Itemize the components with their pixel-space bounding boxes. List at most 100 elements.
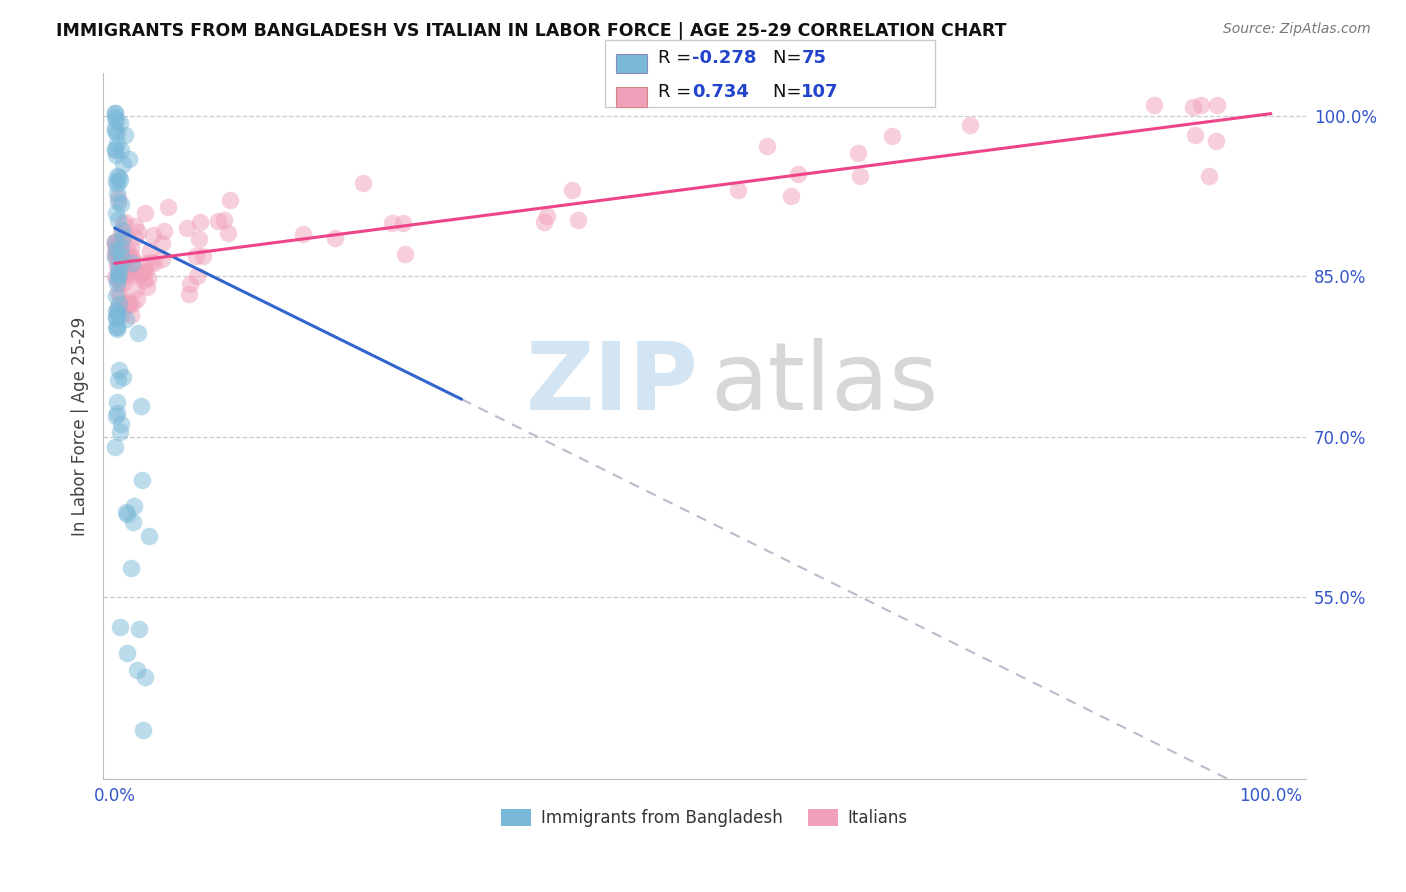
Point	[104, 120, 127, 135]
Point	[105, 248, 128, 262]
Point	[561, 183, 583, 197]
Point	[1143, 98, 1166, 112]
Text: ZIP: ZIP	[526, 337, 699, 430]
Point	[394, 246, 416, 260]
Point	[107, 373, 129, 387]
Point	[132, 723, 155, 738]
Point	[139, 244, 162, 259]
Text: -0.278: -0.278	[692, 49, 756, 67]
Point	[138, 528, 160, 542]
Point	[104, 143, 127, 157]
Point	[107, 395, 129, 409]
Point	[107, 257, 129, 271]
Point	[108, 276, 131, 290]
Point	[104, 311, 127, 326]
Point	[105, 244, 128, 258]
Point	[118, 266, 141, 280]
Point	[727, 183, 749, 197]
Point	[110, 257, 132, 271]
Point	[780, 189, 803, 203]
Point	[134, 670, 156, 684]
Point	[1189, 98, 1212, 112]
Point	[127, 326, 149, 340]
Point	[110, 143, 132, 157]
Point	[134, 264, 156, 278]
Point	[107, 267, 129, 281]
Point	[219, 193, 242, 207]
Point	[104, 106, 127, 120]
Point	[121, 256, 143, 270]
Point	[136, 270, 159, 285]
Point	[110, 116, 132, 130]
Point	[111, 218, 134, 232]
Point	[104, 142, 127, 156]
Point	[114, 215, 136, 229]
Point	[392, 216, 415, 230]
Point	[567, 213, 589, 227]
Point	[121, 516, 143, 530]
Point	[188, 215, 211, 229]
Point	[108, 425, 131, 440]
Point	[179, 277, 201, 292]
Point	[118, 296, 141, 310]
Point	[207, 213, 229, 227]
Point	[134, 206, 156, 220]
Point	[114, 266, 136, 280]
Point	[107, 252, 129, 267]
Point	[104, 251, 127, 265]
Point	[114, 263, 136, 277]
Point	[118, 152, 141, 166]
Point	[107, 406, 129, 420]
Point	[352, 176, 374, 190]
Point	[125, 293, 148, 307]
Point	[104, 147, 127, 161]
Point	[1184, 128, 1206, 143]
Point	[136, 280, 159, 294]
Point	[111, 232, 134, 246]
Point	[846, 146, 869, 161]
Point	[105, 127, 128, 141]
Point	[107, 272, 129, 286]
Point	[104, 124, 127, 138]
Point	[107, 301, 129, 315]
Point	[536, 209, 558, 223]
Point	[120, 308, 142, 322]
Point	[114, 252, 136, 266]
Text: atlas: atlas	[710, 337, 939, 430]
Point	[105, 320, 128, 334]
Point	[104, 269, 127, 284]
Point	[135, 256, 157, 270]
Point	[1198, 169, 1220, 183]
Point	[755, 138, 778, 153]
Point	[104, 235, 127, 249]
Point	[105, 206, 128, 220]
Point	[107, 308, 129, 322]
Point	[111, 308, 134, 322]
Point	[212, 213, 235, 227]
Point	[291, 227, 314, 242]
Point	[107, 285, 129, 299]
Point	[143, 255, 166, 269]
Point	[115, 507, 138, 521]
Point	[111, 223, 134, 237]
Point	[124, 219, 146, 234]
Point	[108, 620, 131, 634]
Point	[108, 268, 131, 283]
Point	[107, 191, 129, 205]
Point	[129, 399, 152, 413]
Point	[120, 241, 142, 255]
Point	[115, 311, 138, 326]
Point	[107, 261, 129, 276]
Point	[110, 247, 132, 261]
Point	[121, 297, 143, 311]
Point	[108, 235, 131, 249]
Point	[117, 294, 139, 309]
Point	[127, 226, 149, 240]
Point	[533, 215, 555, 229]
Point	[108, 252, 131, 267]
Point	[129, 267, 152, 281]
Point	[142, 227, 165, 242]
Point	[115, 505, 138, 519]
Point	[124, 229, 146, 244]
Point	[115, 269, 138, 284]
